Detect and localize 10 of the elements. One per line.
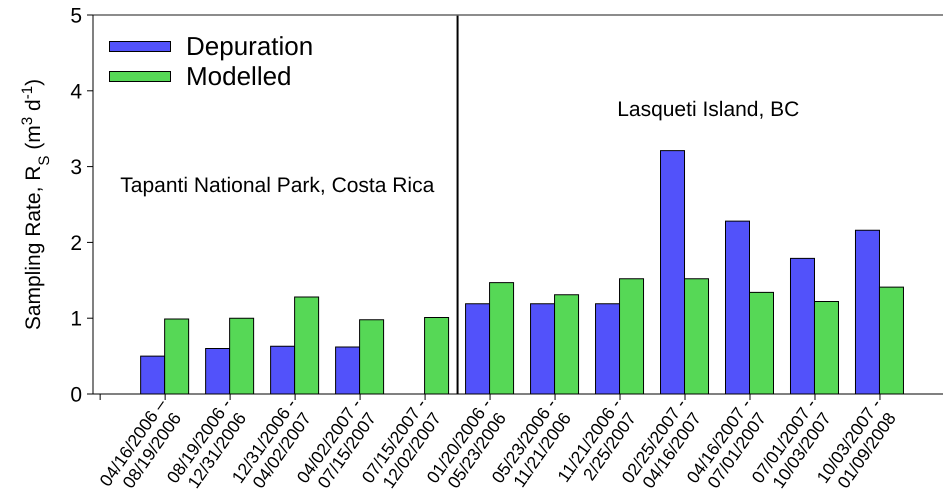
y-tick-label: 5 <box>70 4 82 28</box>
y-tick-label: 4 <box>70 80 82 104</box>
legend-label: Depuration <box>186 31 314 62</box>
y-tick-label: 0 <box>70 383 82 406</box>
annotation: Tapanti National Park, Costa Rica <box>120 174 435 197</box>
y-tick-label: 3 <box>70 156 82 180</box>
annotation: Lasqueti Island, BC <box>617 98 800 121</box>
y-tick-label: 2 <box>70 232 82 255</box>
legend-label: Modelled <box>186 60 292 92</box>
y-tick-label: 1 <box>70 308 82 331</box>
